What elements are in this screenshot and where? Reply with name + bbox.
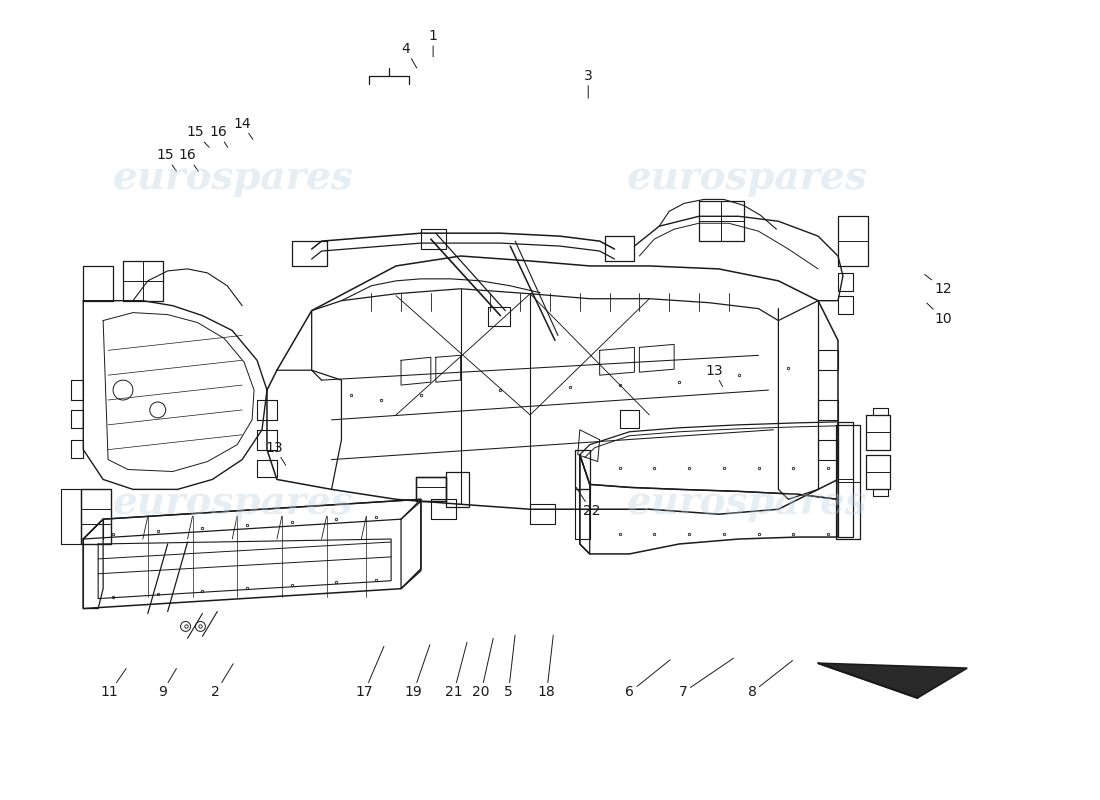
Text: 16: 16 xyxy=(209,126,228,147)
Text: 13: 13 xyxy=(705,364,723,386)
Text: 8: 8 xyxy=(748,661,792,699)
Text: 10: 10 xyxy=(927,303,953,326)
Text: eurospares: eurospares xyxy=(626,158,867,197)
Polygon shape xyxy=(818,663,967,698)
Text: 15: 15 xyxy=(156,148,176,171)
Text: 7: 7 xyxy=(679,658,734,699)
Text: 6: 6 xyxy=(625,660,670,699)
Text: 20: 20 xyxy=(472,638,493,699)
Text: eurospares: eurospares xyxy=(113,484,353,522)
Text: 14: 14 xyxy=(233,117,253,139)
Text: eurospares: eurospares xyxy=(113,158,353,197)
Text: 15: 15 xyxy=(186,126,209,147)
Text: 1: 1 xyxy=(429,29,438,57)
Text: 12: 12 xyxy=(925,274,953,296)
Text: 19: 19 xyxy=(405,645,430,699)
Text: 21: 21 xyxy=(446,642,468,699)
Text: 16: 16 xyxy=(178,148,198,171)
Text: 18: 18 xyxy=(538,635,556,699)
Text: 13: 13 xyxy=(266,441,286,465)
Text: 5: 5 xyxy=(504,635,515,699)
Text: 17: 17 xyxy=(355,646,384,699)
Text: 22: 22 xyxy=(576,487,601,518)
Text: 3: 3 xyxy=(584,69,593,98)
Text: 11: 11 xyxy=(101,669,127,699)
Text: 2: 2 xyxy=(211,664,233,699)
Text: eurospares: eurospares xyxy=(626,484,867,522)
Text: 9: 9 xyxy=(157,669,176,699)
Text: 4: 4 xyxy=(402,42,417,68)
